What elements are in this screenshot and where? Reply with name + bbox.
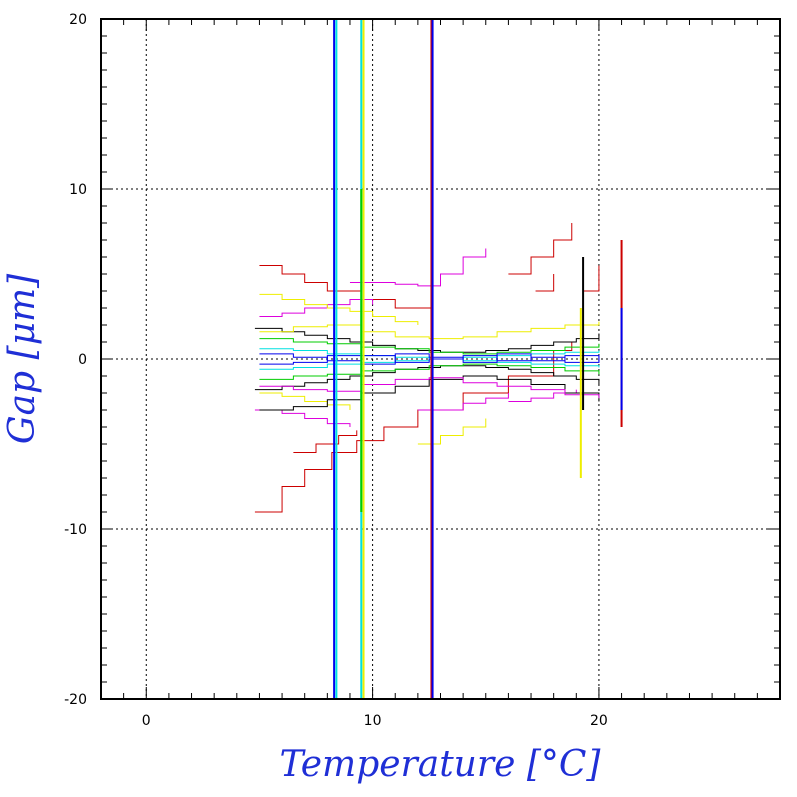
data-series-group [254, 223, 600, 513]
series-line-12 [259, 392, 351, 410]
series-line-7 [259, 299, 374, 317]
plot-frame [100, 18, 781, 700]
series-line-11 [259, 293, 419, 325]
vertical-spikes-group [333, 19, 623, 699]
x-tick-label: 20 [590, 713, 608, 729]
x-tick-label: 0 [142, 713, 151, 729]
series-line-22 [259, 353, 600, 365]
y-tick-label: 0 [78, 352, 87, 368]
series-line-3 [508, 223, 573, 275]
series-line-23 [259, 377, 600, 399]
series-line-2 [259, 265, 432, 317]
series-line-18 [259, 363, 600, 380]
y-tick-label: 20 [69, 12, 87, 28]
y-axis-title: Gap [μm] [2, 273, 43, 444]
series-line-0 [254, 342, 573, 513]
x-axis-title: Temperature [°C] [280, 744, 602, 785]
tick-labels: 0 10 20 -20 -10 0 10 20 [64, 12, 608, 729]
series-line-9 [417, 393, 509, 411]
series-line-4 [535, 274, 555, 292]
series-line-16 [259, 375, 600, 411]
series-line-5 [583, 265, 600, 292]
x-tick-label: 10 [364, 713, 382, 729]
y-tick-label: 10 [69, 182, 87, 198]
series-line-10 [508, 389, 577, 402]
series-line-1 [293, 430, 358, 453]
series-line-6 [254, 409, 351, 427]
y-tick-label: -10 [64, 522, 87, 538]
series-line-13 [417, 418, 487, 445]
series-line-8 [349, 248, 487, 287]
series-line-17 [259, 338, 600, 355]
series-line-24 [259, 321, 600, 340]
y-tick-label: -20 [64, 692, 87, 708]
